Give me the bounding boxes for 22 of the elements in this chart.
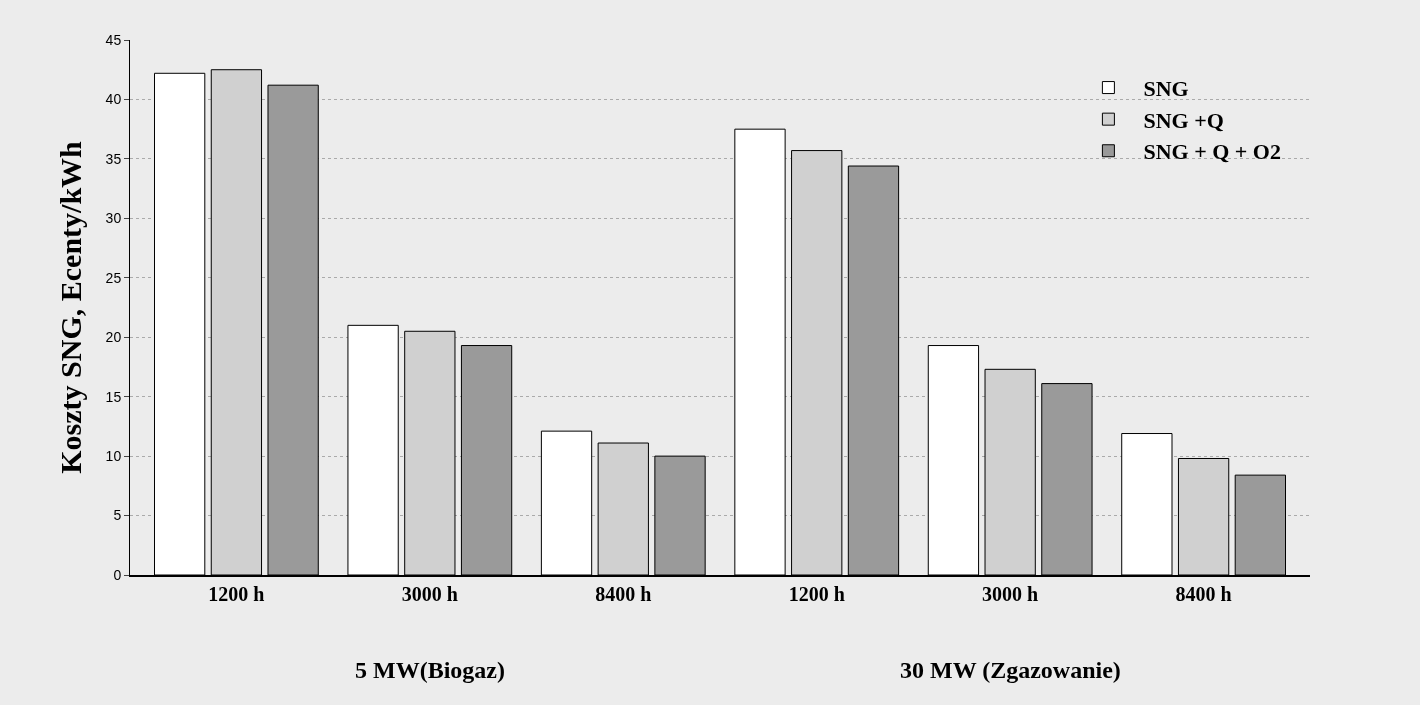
y-tick-label: 15 [105,388,122,405]
y-tick-label: 5 [113,507,122,524]
text: 30 MW (Zgazowanie) [900,657,1121,683]
y-tick-label: 25 [105,269,122,286]
legend-label: SNG + Q + O2 [1143,139,1281,165]
legend-label: SNG +Q [1143,107,1224,133]
y-tick-label: 10 [105,448,122,465]
x-tick-label: 8400 h [1175,583,1232,605]
y-tick-label: 30 [105,210,122,227]
x-tick-label: 8400 h [595,583,652,605]
y-tick-label: 0 [113,566,122,583]
y-tick-label: 45 [105,31,122,48]
x-tick-label: 1200 h [208,583,265,605]
text: 5 MW(Biogaz) [355,657,505,683]
x-tick-label: 3000 h [982,583,1039,605]
x-tick-label: 1200 h [788,583,845,605]
y-tick-label: 40 [105,91,122,108]
legend-label: SNG [1143,76,1189,102]
y-tick-label: 35 [105,150,122,167]
x-tick-label: 3000 h [401,583,458,605]
y-axis-title: Koszty SNG, Ecenty/kWh [53,140,87,474]
y-tick-label: 20 [105,329,122,346]
